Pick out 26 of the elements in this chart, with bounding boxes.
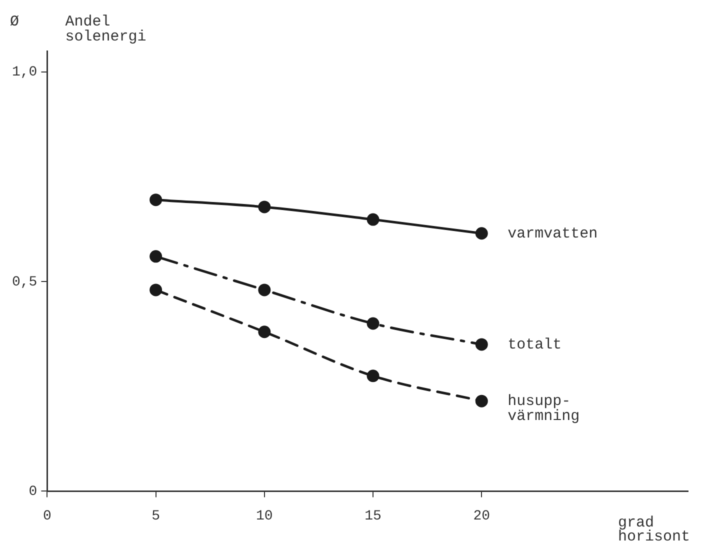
x-tick-label: 20 [473,508,490,524]
x-tick-label: 5 [152,508,160,524]
series-label: husupp- värmning [508,393,580,426]
series-label: varmvatten [508,225,598,242]
x-tick-label: 15 [364,508,382,524]
point [258,200,271,214]
point [366,317,380,330]
x-tick-label: 10 [256,508,273,524]
text: Ø [10,13,20,30]
point [475,394,488,408]
point [366,370,380,382]
y-tick-label: 0,5 [12,274,38,290]
point [475,227,488,240]
x-tick-label: 0 [43,508,52,524]
series-label: totalt [508,336,562,354]
y-tick-label: 0 [28,484,38,500]
point [366,213,380,226]
x-axis-title: grad horisont [618,514,690,546]
point [150,250,162,263]
point [150,194,162,206]
point [475,338,488,351]
point [258,284,271,296]
point [258,326,271,338]
y-axis-title: Andel solenergi [65,13,146,46]
y-tick-label: 1,0 [12,64,38,81]
point [150,284,162,296]
